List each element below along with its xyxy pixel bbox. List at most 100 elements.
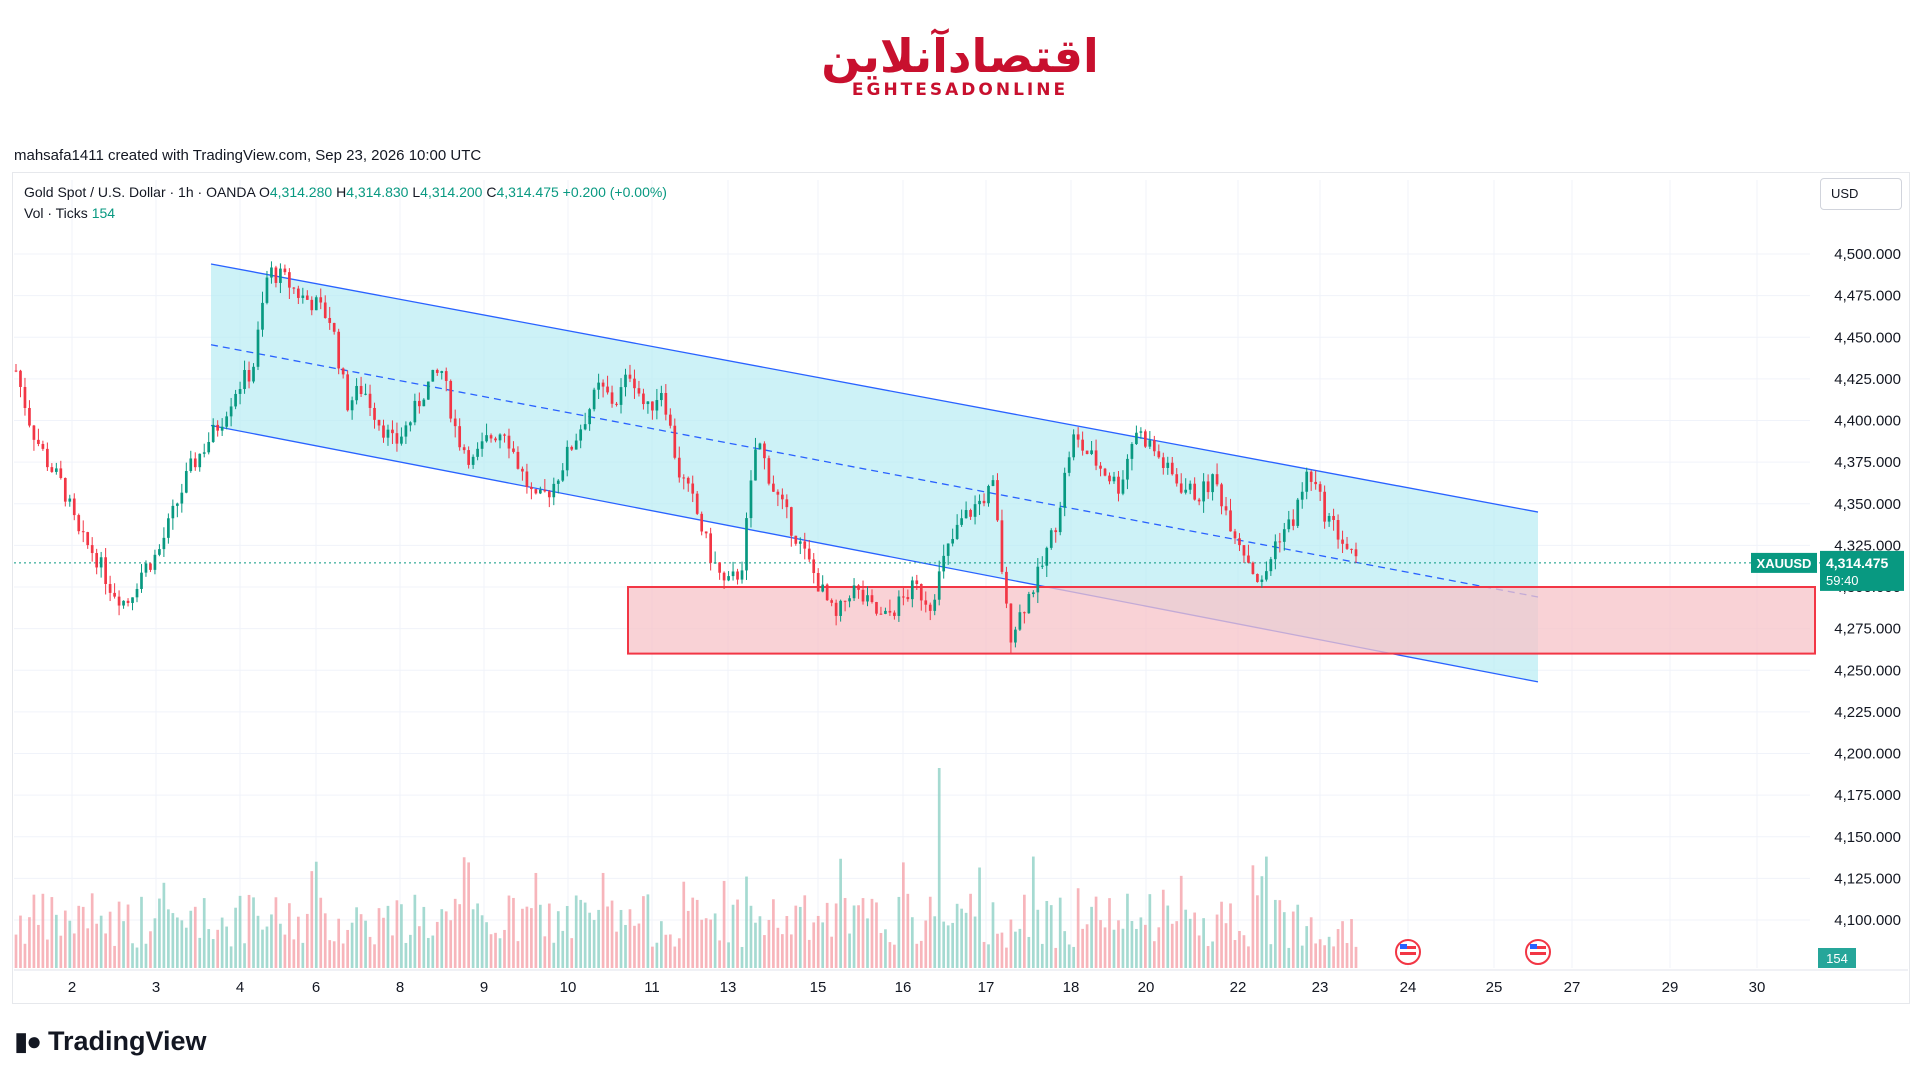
candle-body — [122, 600, 125, 606]
tradingview-brand: TradingView — [48, 1026, 207, 1056]
candle-body — [81, 531, 85, 533]
candle-body — [1345, 543, 1349, 549]
y-tick-label: 4,275.000 — [1834, 621, 1901, 638]
candle-body — [279, 268, 282, 283]
x-tick-label: 11 — [644, 979, 660, 996]
x-tick-label: 25 — [1486, 979, 1503, 996]
volume-bar — [462, 857, 466, 968]
candle-body — [736, 571, 739, 580]
candle-body — [489, 435, 493, 439]
volume-bar — [350, 922, 354, 968]
volume-bar — [875, 902, 878, 968]
volume-bar — [1112, 929, 1116, 968]
candle-body — [229, 406, 233, 417]
volume-bar — [1031, 856, 1035, 968]
candle-body — [512, 448, 515, 452]
y-tick-label: 4,250.000 — [1834, 662, 1901, 679]
candle-body — [1354, 549, 1358, 557]
volume-bar — [310, 871, 314, 968]
candle-body — [400, 436, 403, 444]
volume-bar — [1278, 900, 1282, 968]
candle-body — [1094, 450, 1098, 466]
x-tick-label: 20 — [1138, 979, 1155, 996]
volume-bar — [41, 893, 45, 968]
volume-bar — [825, 902, 829, 968]
volume-bar — [1300, 945, 1304, 968]
volume-bar — [879, 933, 883, 968]
x-tick-label: 30 — [1749, 979, 1766, 996]
candle-body — [1036, 566, 1040, 593]
volume-bar — [1063, 931, 1067, 968]
legend-c-label: C — [486, 184, 497, 200]
candlesticks — [14, 261, 1358, 654]
volume-bar — [642, 896, 645, 968]
volume-bar — [919, 940, 923, 968]
volume-bar — [476, 903, 479, 968]
candle-body — [413, 400, 417, 423]
volume-bar — [99, 915, 103, 968]
volume-bar — [830, 936, 833, 968]
x-tick-label: 2 — [68, 979, 76, 996]
volume-bar — [346, 929, 349, 968]
legend-change: +0.200 (+0.00%) — [562, 184, 667, 200]
volume-bar — [601, 872, 605, 968]
volume-bar — [444, 911, 448, 968]
candle-body — [987, 485, 990, 504]
volume-bar — [776, 927, 780, 968]
candle-body — [574, 440, 578, 450]
chart-legend: Gold Spot / U.S. Dollar · 1h · OANDA O4,… — [24, 182, 667, 224]
volume-bar — [1220, 901, 1223, 968]
legend-open: 4,314.280 — [269, 184, 333, 200]
candle-body — [978, 500, 981, 505]
candle-body — [1273, 541, 1277, 560]
candle-body — [364, 393, 367, 395]
volume-bar — [839, 858, 842, 968]
candle-body — [1005, 571, 1008, 604]
candle-body — [167, 518, 170, 538]
volume-bar — [763, 935, 766, 968]
volume-bar — [359, 914, 363, 968]
time-axis: 2 3 4 6 8 9 10 11 13 15 16 17 18 20 22 23 24 25 27 29 30 — [14, 969, 1908, 996]
candle-body — [382, 425, 385, 438]
candle-body — [807, 548, 811, 560]
x-tick-label: 10 — [560, 979, 577, 996]
candle-body — [19, 370, 22, 387]
candle-body — [431, 369, 435, 382]
volume-bar — [561, 930, 565, 968]
volume-bar — [1085, 924, 1089, 968]
candle-body — [337, 331, 341, 369]
candle-body — [1139, 431, 1143, 433]
candle-body — [655, 400, 659, 411]
volume-bar — [243, 943, 246, 968]
volume-bar — [1260, 876, 1264, 968]
candle-body — [686, 477, 690, 484]
volume-bar — [521, 908, 524, 968]
volume-bar — [198, 937, 202, 968]
volume-bar — [915, 943, 919, 968]
candle-body — [682, 477, 686, 479]
tradingview-logo[interactable]: ▮● TradingView — [14, 1026, 207, 1057]
candle-body — [825, 584, 829, 601]
volume-bar — [126, 904, 130, 968]
volume-bar — [1354, 946, 1358, 968]
volume-bar — [588, 912, 591, 968]
candle-body — [525, 471, 529, 487]
candle-body — [758, 443, 762, 450]
candle-body — [547, 491, 551, 498]
candle-body — [601, 382, 605, 387]
candle-body — [261, 302, 264, 330]
candle-body — [355, 385, 358, 401]
candle-body — [982, 500, 986, 504]
currency-selector[interactable]: USD — [1820, 178, 1902, 210]
volume-bar — [37, 924, 40, 968]
volume-bar — [418, 926, 421, 968]
candle-body — [1148, 440, 1152, 447]
us-flag-stripe — [1530, 952, 1546, 955]
candle-body — [1126, 458, 1129, 480]
candle-body — [301, 295, 305, 298]
volume-bar — [386, 905, 390, 968]
candle-body — [1269, 559, 1273, 572]
volume-bar — [140, 896, 143, 968]
volume-bar — [906, 893, 910, 968]
